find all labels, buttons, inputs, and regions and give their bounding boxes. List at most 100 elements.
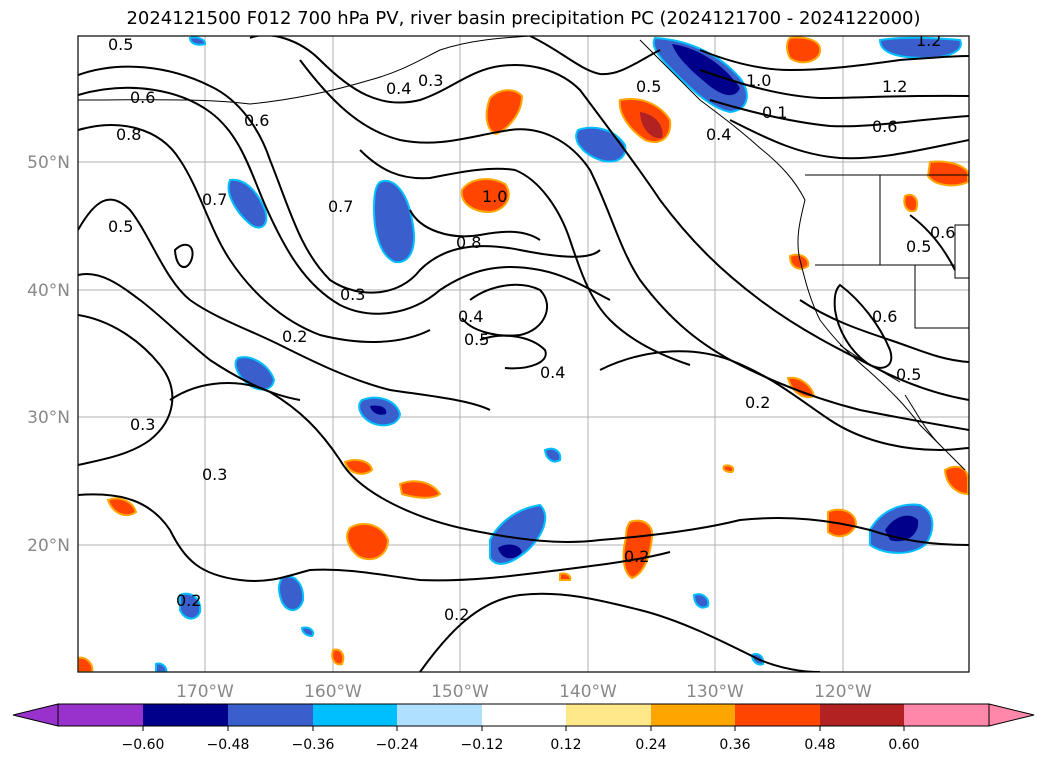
colorbar-tick-label: −0.60 bbox=[122, 737, 165, 753]
contour-label: 0.3 bbox=[130, 415, 155, 434]
contour-label: 0.2 bbox=[176, 591, 201, 610]
contour-label: 0.6 bbox=[244, 111, 269, 130]
contour-label: 0.4 bbox=[540, 363, 565, 382]
colorbar: −0.60 −0.48 −0.36 −0.24 −0.12 0.12 0.24 … bbox=[12, 703, 1035, 753]
colorbar-tick-label: −0.36 bbox=[292, 737, 335, 753]
lat-label: 50°N bbox=[27, 153, 70, 173]
contour-label: 0.5 bbox=[896, 365, 921, 384]
colorbar-frame bbox=[57, 703, 990, 727]
contour-label: 0.2 bbox=[624, 547, 649, 566]
contour-label: 0.2 bbox=[444, 605, 469, 624]
contour-label: 0.5 bbox=[464, 330, 489, 349]
map-title: 2024121500 F012 700 hPa PV, river basin … bbox=[126, 8, 921, 29]
colorbar-tick-label: 0.12 bbox=[550, 737, 581, 753]
lat-label: 40°N bbox=[27, 281, 70, 301]
lon-label: 120°W bbox=[814, 682, 872, 702]
precip-pos-blob bbox=[559, 572, 572, 581]
contour-label: 0.5 bbox=[108, 217, 133, 236]
contour-label: 0.8 bbox=[116, 125, 141, 144]
contour-label: 0.5 bbox=[636, 77, 661, 96]
coastlines bbox=[78, 36, 969, 471]
precip-neg-blob bbox=[179, 592, 202, 620]
precip-pos-blob bbox=[926, 160, 969, 187]
colorbar-segment bbox=[566, 704, 651, 726]
colorbar-segment bbox=[397, 704, 482, 726]
contour-label: 0.5 bbox=[108, 35, 133, 54]
precip-neg-core bbox=[370, 405, 387, 415]
precip-pos-blob bbox=[78, 656, 94, 672]
pv-contours bbox=[78, 36, 969, 672]
contour-label: 0.2 bbox=[282, 327, 307, 346]
precip-pos-blob bbox=[903, 193, 918, 213]
precip-neg-blob bbox=[372, 179, 415, 264]
lon-label: 150°W bbox=[431, 682, 489, 702]
colorbar-segment bbox=[482, 704, 566, 726]
colorbar-tick-label: −0.24 bbox=[376, 737, 419, 753]
colorbar-segment bbox=[651, 704, 735, 726]
longitude-labels: 170°W 160°W 150°W 140°W 130°W 120°W bbox=[176, 682, 872, 702]
precip-neg-blob bbox=[543, 447, 562, 463]
contour-label: 0.2 bbox=[745, 393, 770, 412]
precip-pos-blob bbox=[788, 253, 810, 270]
contour-label: 0.8 bbox=[456, 233, 481, 252]
colorbar-extend-min bbox=[12, 703, 59, 727]
precip-neg-blob bbox=[575, 126, 627, 163]
precip-neg-blob bbox=[300, 626, 315, 638]
precip-anomaly-fill bbox=[78, 36, 969, 672]
precip-pos-blob bbox=[398, 480, 442, 499]
contour-label: 0.4 bbox=[706, 125, 731, 144]
colorbar-tick-label: −0.48 bbox=[207, 737, 250, 753]
precip-neg-blob bbox=[692, 593, 710, 609]
colorbar-segment bbox=[228, 704, 313, 726]
lat-label: 20°N bbox=[27, 536, 70, 556]
contour-label: 0.5 bbox=[906, 237, 931, 256]
contour-label: 1.0 bbox=[482, 187, 507, 206]
contour-label: 0.3 bbox=[418, 71, 443, 90]
lon-label: 130°W bbox=[686, 682, 744, 702]
colorbar-tick-label: 0.24 bbox=[635, 737, 666, 753]
lon-label: 160°W bbox=[304, 682, 362, 702]
colorbar-segment bbox=[58, 704, 143, 726]
contour-label: 0.3 bbox=[202, 465, 227, 484]
precip-neg-core bbox=[672, 44, 740, 96]
colorbar-segment bbox=[735, 704, 820, 726]
contour-label: 0.6 bbox=[130, 88, 155, 107]
precip-neg-blob bbox=[278, 575, 305, 611]
lon-label: 140°W bbox=[559, 682, 617, 702]
colorbar-segment bbox=[143, 704, 228, 726]
precip-pos-blob bbox=[343, 459, 374, 475]
precip-pos-blob bbox=[346, 523, 390, 561]
precip-pos-core bbox=[640, 112, 663, 139]
contour-label: 1.0 bbox=[746, 71, 771, 90]
contour-label: 1.2 bbox=[916, 31, 941, 50]
precip-pos-blob bbox=[106, 497, 138, 517]
colorbar-segment bbox=[313, 704, 397, 726]
precip-pos-blob bbox=[786, 36, 822, 64]
contour-label: 0.7 bbox=[328, 197, 353, 216]
contour-label: 0.7 bbox=[202, 190, 227, 209]
latitude-labels: 50°N 40°N 30°N 20°N bbox=[27, 153, 70, 556]
contour-label: 0.6 bbox=[930, 223, 955, 242]
contour-label: 1.2 bbox=[882, 77, 907, 96]
colorbar-tick-label: 0.36 bbox=[719, 737, 750, 753]
precip-pos-blob bbox=[827, 508, 858, 538]
precip-neg-blob bbox=[155, 662, 168, 672]
colorbar-tick-label: 0.60 bbox=[888, 737, 919, 753]
contour-label: 0.4 bbox=[386, 79, 411, 98]
colorbar-segment bbox=[820, 704, 904, 726]
colorbar-tick-label: 0.48 bbox=[804, 737, 835, 753]
precip-pos-blob bbox=[331, 648, 345, 666]
contour-label: 0.6 bbox=[872, 117, 897, 136]
colorbar-segment bbox=[904, 704, 989, 726]
precip-pos-blob bbox=[722, 464, 735, 474]
contour-labels: 0.5 0.6 0.8 0.7 0.5 0.6 0.7 0.4 0.3 1.0 … bbox=[108, 31, 955, 624]
precip-neg-core bbox=[885, 515, 919, 542]
lon-label: 170°W bbox=[176, 682, 234, 702]
precip-pos-blob bbox=[943, 465, 969, 496]
precip-pos-blob bbox=[485, 89, 524, 136]
contour-label: 0.6 bbox=[872, 307, 897, 326]
map-plot-area bbox=[78, 36, 969, 672]
precip-neg-blob bbox=[227, 178, 268, 229]
contour-label: 0.4 bbox=[458, 307, 483, 326]
